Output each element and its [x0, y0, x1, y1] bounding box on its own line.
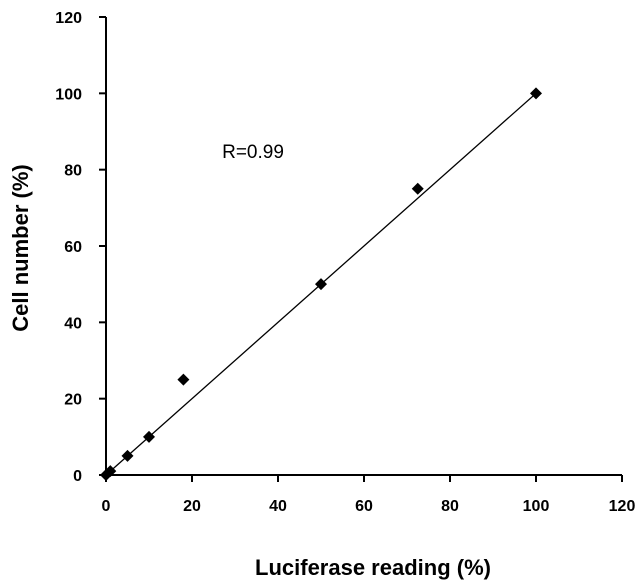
data-point-3	[143, 430, 155, 443]
y-tick-label: 120	[55, 10, 82, 27]
y-tick-label: 40	[64, 315, 82, 332]
y-tick-label: 60	[64, 239, 82, 256]
y-axis-title: Cell number (%)	[8, 164, 33, 331]
data-point-1	[104, 465, 117, 478]
x-tick-label: 120	[609, 498, 636, 515]
x-tick-label: 100	[523, 498, 550, 515]
data-point-7	[530, 87, 542, 100]
x-tick-label: 60	[355, 498, 373, 515]
data-point-4	[177, 373, 190, 386]
x-tick-label: 80	[441, 498, 459, 515]
y-tick-label: 0	[73, 468, 82, 485]
y-tick-label: 20	[64, 392, 82, 409]
y-tick-label: 100	[55, 86, 82, 103]
x-axis-title: Luciferase reading (%)	[255, 555, 491, 580]
x-tick-label: 20	[183, 498, 201, 515]
data-point-6	[411, 182, 424, 195]
x-tick-label: 0	[102, 498, 111, 515]
x-tick-label: 40	[269, 498, 287, 515]
y-tick-label: 80	[64, 163, 82, 180]
r-value-annotation: R=0.99	[222, 142, 284, 163]
data-point-2	[121, 449, 134, 462]
data-point-5	[315, 278, 327, 291]
